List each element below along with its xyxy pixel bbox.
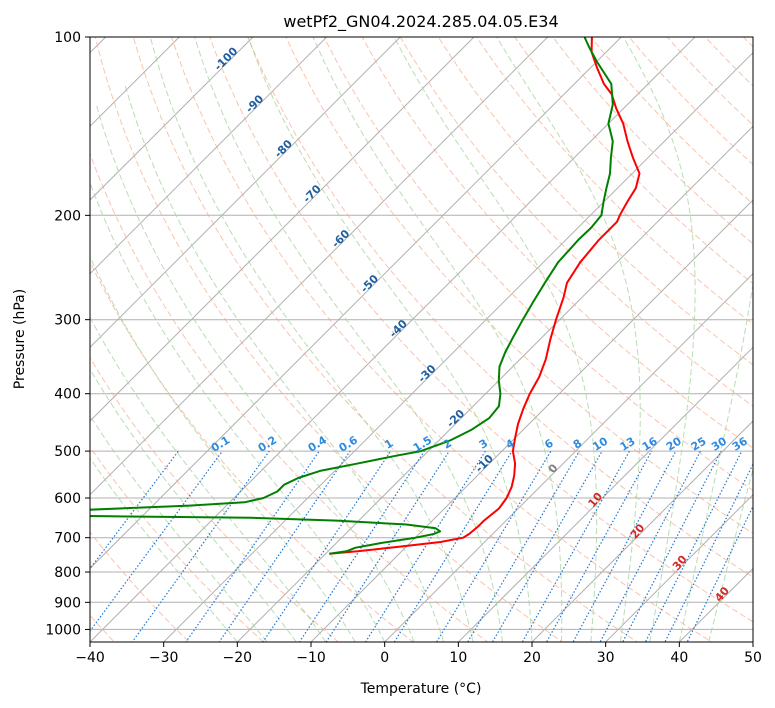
- x-tick-label: 10: [449, 650, 467, 666]
- isotherm-line: [90, 37, 696, 642]
- x-tick-label: −40: [75, 650, 105, 666]
- x-tick-label: 0: [380, 650, 389, 666]
- mixing-ratio-line: [262, 450, 392, 642]
- moist-adiabat-line: [312, 37, 563, 642]
- x-axis-label: Temperature (°C): [360, 681, 482, 697]
- chart-title: wetPf2_GN04.2024.285.04.05.E34: [283, 12, 558, 32]
- moist-adiabat-line: [393, 37, 598, 642]
- mixing-ratio-line: [435, 450, 552, 642]
- moist-adiabat-line: [678, 280, 753, 642]
- dry-adiabat-line: [90, 260, 414, 642]
- isotherm-line: [90, 37, 475, 422]
- isotherm-line: [236, 125, 753, 642]
- moist-adiabat-line: [90, 414, 268, 642]
- dry-adiabat-line: [552, 37, 753, 245]
- moist-adiabat-line: [247, 37, 533, 642]
- dry-adiabat-line: [475, 37, 753, 325]
- y-tick-label: 800: [54, 565, 81, 581]
- isotherm-line: [457, 346, 753, 642]
- x-tick-label: 50: [744, 650, 762, 666]
- mixing-ratio-line: [491, 450, 603, 642]
- x-tick-label: 40: [670, 650, 688, 666]
- moist-adiabat-line: [496, 37, 641, 642]
- y-tick-label: 1000: [45, 622, 81, 638]
- mixing-ratio-line: [185, 450, 320, 642]
- plot-area: [90, 37, 753, 642]
- dry-adiabat-line: [94, 37, 564, 642]
- mixing-ratio-line: [218, 450, 351, 642]
- moist-adiabat-line: [90, 457, 238, 642]
- x-axis: −40 −30 −20 −10 0 10 20 30 40 50: [75, 642, 762, 666]
- isotherm-line: [90, 37, 402, 349]
- dry-adiabat-line: [90, 152, 489, 642]
- y-axis: 100 200 300 400 500 600 700 800 900 1000: [45, 30, 90, 638]
- dry-adiabat-line: [247, 37, 753, 578]
- moist-adiabat-line: [90, 316, 327, 642]
- moist-adiabat-line: [95, 104, 415, 642]
- y-tick-label: 600: [54, 491, 81, 507]
- isotherm-line: [162, 51, 753, 642]
- isotherm-line: [90, 37, 254, 201]
- x-tick-label: −10: [296, 650, 326, 666]
- y-tick-label: 200: [54, 208, 81, 224]
- dry-adiabat-line: [323, 37, 753, 491]
- mixing-ratio-line: [393, 450, 513, 642]
- dry-adiabat-line: [437, 37, 753, 366]
- mixing-ratio-line: [622, 450, 722, 642]
- mixing-ratio-line: [664, 462, 753, 642]
- isotherm-line: [90, 37, 623, 570]
- isotherm-line: [604, 493, 753, 642]
- isotherm-line: [90, 37, 181, 128]
- x-tick-label: −20: [223, 650, 253, 666]
- x-tick-label: 30: [597, 650, 615, 666]
- temperature-profile-line: [329, 37, 641, 555]
- dewpoint-profile-line: [90, 37, 614, 555]
- mixing-ratio-line: [90, 450, 179, 570]
- dry-adiabat-line: [285, 37, 753, 534]
- dry-adiabat-line: [361, 37, 753, 449]
- dry-adiabat-line: [209, 37, 753, 623]
- y-tick-label: 700: [54, 531, 81, 547]
- dry-adiabat-line: [132, 37, 639, 642]
- mixing-ratio-line: [467, 450, 580, 642]
- y-tick-label: 300: [54, 313, 81, 329]
- plot-frame: [89, 36, 754, 643]
- y-tick-label: 100: [54, 30, 81, 46]
- y-tick-label: 500: [54, 444, 81, 460]
- isotherm-line: [90, 37, 328, 275]
- isotherm-line: [90, 37, 549, 496]
- mixing-ratio-line: [545, 450, 653, 642]
- mixing-ratio-line: [521, 450, 631, 642]
- dry-adiabat-line: [399, 37, 753, 407]
- isotherm-line: [531, 420, 753, 642]
- moist-adiabat-line: [90, 181, 386, 642]
- isotherm-line: [383, 272, 753, 642]
- dry-adiabat-line: [514, 37, 753, 285]
- dry-adiabat-line: [90, 446, 265, 642]
- mixing-ratio-line: [686, 504, 753, 642]
- dry-adiabat-line: [171, 37, 713, 642]
- y-axis-label: Pressure (hPa): [12, 289, 28, 389]
- x-tick-label: −30: [149, 650, 179, 666]
- y-tick-label: 900: [54, 595, 81, 611]
- moist-adiabat-line: [622, 37, 696, 642]
- mixing-ratio-line: [364, 450, 486, 642]
- moist-adiabat-line: [90, 368, 297, 642]
- moist-adiabat-line: [149, 37, 474, 642]
- mixing-ratio-line: [644, 450, 743, 642]
- dry-adiabat-line: [90, 356, 340, 642]
- x-tick-label: 20: [523, 650, 541, 666]
- y-tick-label: 400: [54, 387, 81, 403]
